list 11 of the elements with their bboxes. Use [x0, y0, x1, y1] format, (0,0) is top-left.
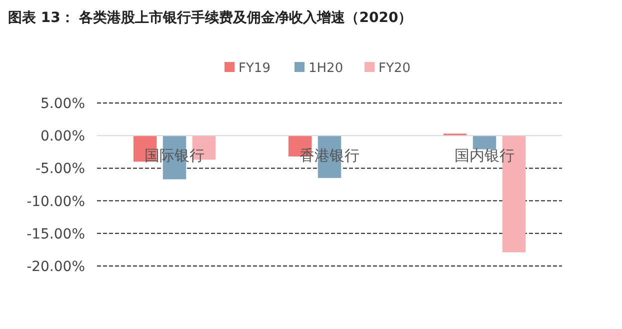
x-tick-label: 国内银行: [454, 146, 514, 165]
y-tick-label: 0.00%: [40, 128, 85, 145]
legend-label: 1H20: [308, 61, 344, 76]
y-tick-label: 5.00%: [40, 96, 85, 112]
y-tick-label: -10.00%: [26, 194, 85, 210]
y-tick-label: -20.00%: [26, 259, 85, 275]
y-tick-label: -15.00%: [26, 226, 85, 242]
chart-title: 图表 13： 各类港股上市银行手续费及佣金净收入增速（2020）: [8, 9, 412, 26]
legend-label: FY20: [378, 61, 410, 76]
legend-label: FY19: [238, 61, 270, 76]
y-tick-label: -5.00%: [35, 161, 85, 178]
